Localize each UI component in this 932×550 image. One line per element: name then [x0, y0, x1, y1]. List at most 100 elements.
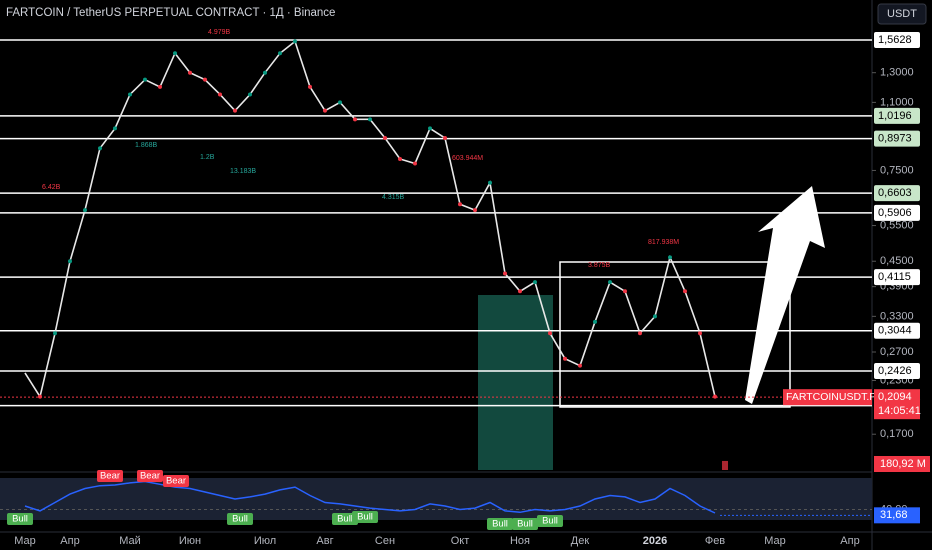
price-point — [38, 394, 42, 399]
price-point — [203, 77, 207, 82]
level-label: 1,0196 — [878, 110, 912, 122]
chart-header: FARTCOIN / TetherUS PERPETUAL CONTRACT ·… — [6, 7, 335, 19]
price-point — [413, 161, 417, 166]
x-tick-label: Мар — [14, 535, 36, 547]
y-tick-label: 1,3000 — [880, 67, 914, 79]
y-tick-label: 0,2700 — [880, 346, 914, 358]
symbol-label: FARTCOINUSDT.P — [786, 391, 876, 403]
currency-button[interactable] — [877, 3, 927, 25]
volume-label: 180,92 M — [880, 458, 926, 470]
arrow — [745, 186, 825, 404]
price-point — [218, 92, 222, 97]
price-point — [638, 331, 642, 336]
level-tag — [874, 31, 920, 48]
price-point — [503, 271, 507, 276]
price-point — [293, 39, 297, 44]
annotation: 6.42B — [42, 184, 61, 191]
price-point — [548, 331, 552, 336]
price-point — [113, 126, 117, 131]
price-point — [68, 259, 72, 264]
signal-tag — [332, 513, 358, 525]
zone — [478, 295, 553, 470]
signal-tag — [227, 513, 253, 525]
signal-tag — [97, 470, 123, 482]
price-point — [458, 202, 462, 207]
price-point — [428, 126, 432, 131]
price-point — [98, 146, 102, 151]
rsi-label: 31,68 — [880, 509, 908, 521]
price-point — [278, 51, 282, 56]
signal-tag — [352, 511, 378, 523]
price-point — [608, 280, 612, 285]
signal-label: Bear — [166, 476, 186, 487]
currency-button-label[interactable]: USDT — [887, 8, 917, 20]
price-point — [353, 117, 357, 122]
x-tick-label: Авг — [316, 535, 333, 547]
x-tick-label: Апр — [840, 535, 859, 547]
price-point — [233, 108, 237, 113]
x-tick-label: Июн — [179, 535, 201, 547]
price-point — [518, 289, 522, 294]
price-point — [488, 180, 492, 185]
signal-label: Bull — [12, 514, 28, 525]
y-tick-label: 0,5500 — [880, 219, 914, 231]
price-point — [578, 363, 582, 368]
price-point — [308, 84, 312, 89]
level-label: 0,4115 — [878, 271, 911, 283]
volume-tag — [874, 456, 930, 472]
signal-tag — [7, 513, 33, 525]
price-point — [593, 319, 597, 324]
annotation: 1.868B — [135, 142, 158, 149]
y-tick-label: 0,4500 — [880, 255, 914, 267]
price-point — [368, 117, 372, 122]
level-label: 0,6603 — [878, 187, 912, 199]
level-tag — [874, 130, 920, 147]
price-point — [143, 77, 147, 82]
signal-tag — [163, 475, 189, 487]
x-tick-label: Ноя — [510, 535, 530, 547]
y-tick-label: 0,1700 — [880, 428, 914, 440]
price-point — [173, 51, 177, 56]
price-point — [128, 92, 132, 97]
annotation: 817.938M — [648, 239, 679, 246]
price-point — [698, 331, 702, 336]
signal-tag — [137, 470, 163, 482]
level-label: 1,5628 — [878, 34, 912, 46]
signal-label: Bull — [492, 519, 508, 530]
x-tick-label: Май — [119, 535, 141, 547]
price-label: 0,2094 — [878, 391, 912, 403]
range-box — [559, 261, 791, 408]
x-tick-label: Мар — [764, 535, 786, 547]
price-point — [383, 136, 387, 141]
price-point — [683, 289, 687, 294]
signal-label: Bull — [517, 519, 533, 530]
price-point — [668, 255, 672, 260]
price-point — [653, 314, 657, 319]
level-label: 0,8973 — [878, 132, 912, 144]
annotation: 13.183B — [230, 168, 256, 175]
x-tick-label: Апр — [60, 535, 79, 547]
price-point — [323, 108, 327, 113]
level-tag — [874, 107, 920, 124]
signal-label: Bull — [542, 516, 558, 527]
price-point — [473, 208, 477, 213]
price-point — [338, 100, 342, 105]
signal-tag — [512, 518, 538, 530]
level-tag — [874, 204, 920, 221]
level-label: 0,5906 — [878, 207, 912, 219]
price-point — [158, 84, 162, 89]
signal-tag — [487, 518, 513, 530]
level-tag — [874, 269, 920, 286]
price-point — [263, 70, 267, 75]
level-tag — [874, 363, 920, 380]
annotation: 603.944M — [452, 155, 483, 162]
x-tick-label: Фев — [705, 535, 725, 547]
signal-label: Bull — [357, 512, 373, 523]
countdown: 14:05:41 — [878, 405, 921, 417]
price-point — [83, 208, 87, 213]
level-tag — [874, 185, 920, 202]
price-point — [713, 394, 717, 399]
annotation: 1.2B — [200, 154, 215, 161]
price-point — [563, 356, 567, 361]
